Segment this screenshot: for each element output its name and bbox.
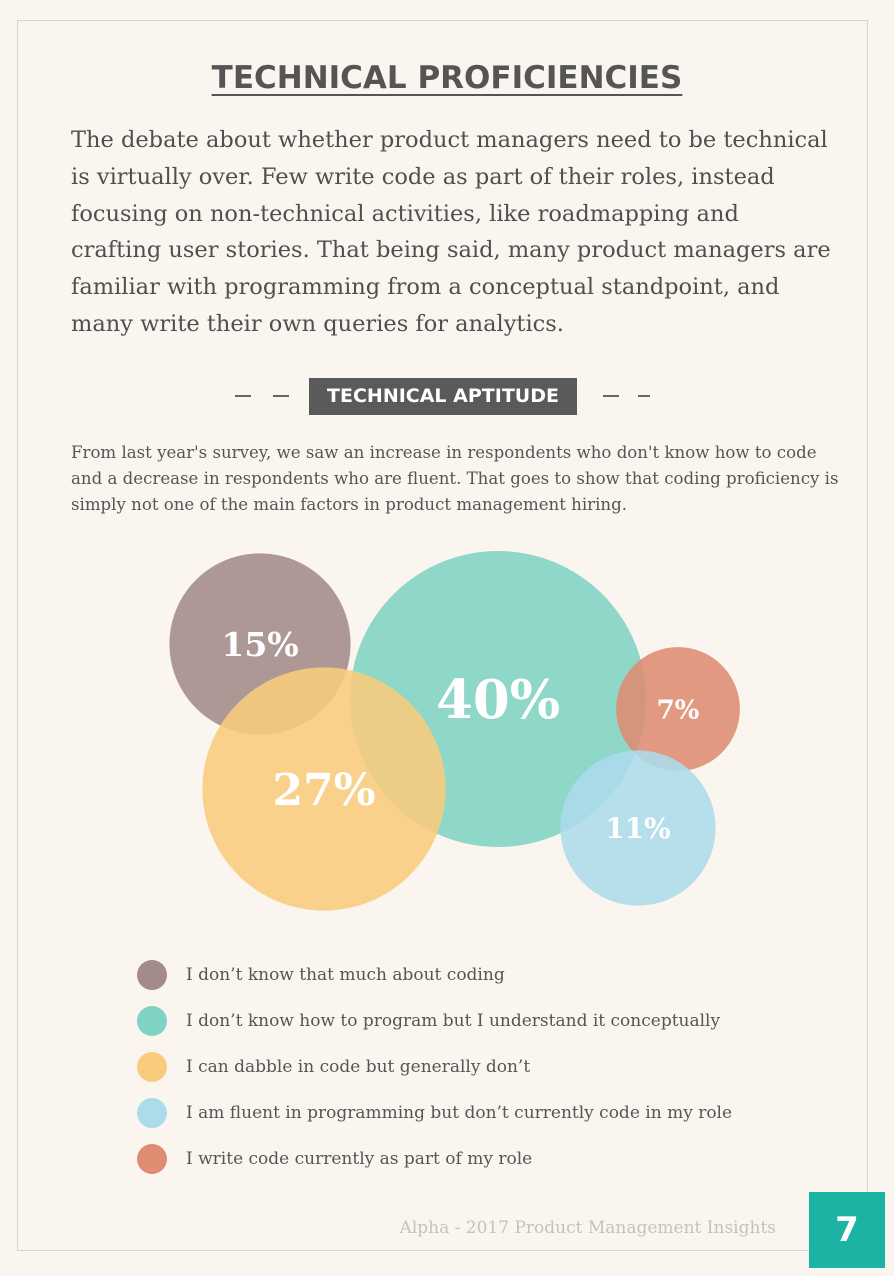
survey-note: From last year's survey, we saw an incre… — [71, 443, 839, 514]
legend-label-not-much: I don’t know that much about coding — [186, 965, 505, 985]
legend-swatch-conceptual — [137, 1006, 167, 1036]
bubble-dabble — [202, 667, 446, 911]
bubble-label-dabble: 27% — [272, 765, 375, 816]
bubble-label-write-code: 7% — [657, 695, 700, 725]
legend-label-dabble: I can dabble in code but generally don’t — [186, 1057, 531, 1077]
legend-swatch-write-code — [137, 1144, 167, 1174]
bubble-label-fluent: 11% — [605, 812, 671, 845]
dash-left-1 — [235, 395, 251, 397]
bubble-fluent — [560, 750, 716, 906]
page-number-badge: 7 — [809, 1192, 885, 1268]
legend-swatch-not-much — [137, 960, 167, 990]
footer-text: Alpha - 2017 Product Management Insights — [399, 1218, 776, 1238]
legend-swatch-fluent — [137, 1098, 167, 1128]
intro-paragraph: The debate about whether product manager… — [71, 127, 831, 337]
bubble-label-not-much: 15% — [221, 625, 298, 664]
dash-right-2 — [638, 395, 650, 397]
legend-label-conceptual: I don’t know how to program but I unders… — [186, 1011, 721, 1031]
legend-label-write-code: I write code currently as part of my rol… — [186, 1149, 533, 1169]
legend-label-fluent: I am fluent in programming but don’t cur… — [186, 1103, 733, 1123]
bubble-label-conceptual: 40% — [436, 669, 560, 731]
section-label: TECHNICAL APTITUDE — [309, 378, 577, 415]
page-title: TECHNICAL PROFICIENCIES — [211, 60, 683, 96]
legend-swatch-dabble — [137, 1052, 167, 1082]
section-header: TECHNICAL APTITUDE — [0, 378, 894, 415]
bubble-write-code — [616, 647, 740, 771]
dash-right-1 — [603, 395, 619, 397]
dash-left-2 — [273, 395, 289, 397]
page-frame — [17, 20, 868, 1251]
